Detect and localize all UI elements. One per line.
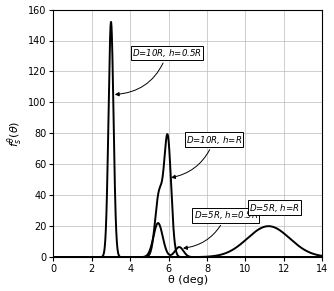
Text: $D$=5$R$, $h$=$R$: $D$=5$R$, $h$=$R$ [249, 202, 300, 214]
Text: $D$=10$R$, $h$=$R$: $D$=10$R$, $h$=$R$ [172, 134, 242, 178]
X-axis label: θ (deg): θ (deg) [168, 276, 208, 285]
Y-axis label: $f_s^{\theta}(\theta)$: $f_s^{\theta}(\theta)$ [6, 120, 25, 146]
Text: $D$=5$R$, $h$=0.5$R$: $D$=5$R$, $h$=0.5$R$ [184, 209, 258, 249]
Text: $D$=10$R$, $h$=0.5$R$: $D$=10$R$, $h$=0.5$R$ [116, 47, 202, 96]
